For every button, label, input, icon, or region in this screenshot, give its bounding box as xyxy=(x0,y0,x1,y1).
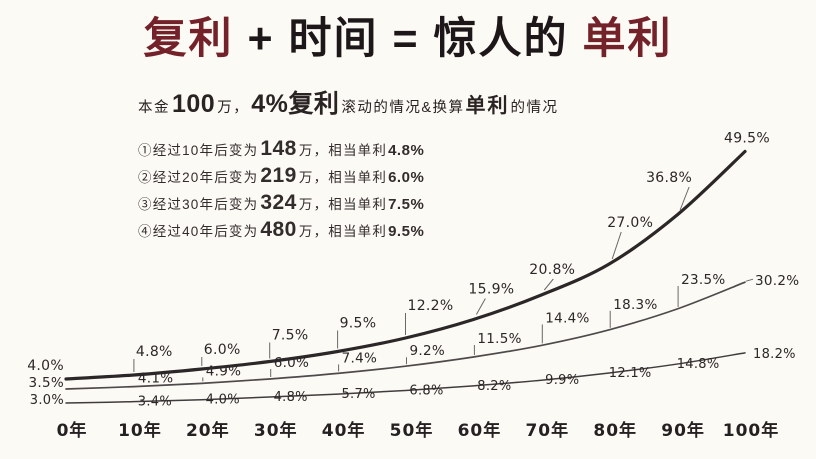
note-amount: 324 xyxy=(260,191,297,214)
data-label-bottom: 14.8% xyxy=(677,357,720,372)
label-leader xyxy=(543,278,554,291)
note-mid: 相当单利 xyxy=(328,224,388,239)
data-label-middle: 30.2% xyxy=(755,273,799,289)
title-segment-shijian: 时间 xyxy=(288,15,379,63)
note-unit: 万， xyxy=(298,143,329,158)
note-line-2: ②经过20年后变为 219 万， 相当单利 6.0% xyxy=(138,164,424,191)
data-label-bottom: 8.2% xyxy=(477,379,511,394)
data-label-middle: 3.5% xyxy=(29,375,65,391)
data-label-top: 49.5% xyxy=(724,131,770,147)
note-rate: 6.0% xyxy=(388,169,425,186)
x-axis-label: 20年 xyxy=(186,420,230,441)
data-label-top: 4.8% xyxy=(136,344,173,360)
note-prefix: ①经过10年后变为 xyxy=(138,143,259,158)
note-mid: 相当单利 xyxy=(328,143,388,158)
data-label-middle: 4.1% xyxy=(138,371,174,387)
curve-top xyxy=(64,149,747,381)
data-label-bottom: 6.8% xyxy=(409,383,443,398)
data-label-middle: 11.5% xyxy=(477,331,521,347)
x-axis-label: 60年 xyxy=(458,420,502,441)
data-label-middle: 23.5% xyxy=(681,272,725,288)
data-label-bottom: 5.7% xyxy=(341,387,375,402)
subtitle-segment: 万， xyxy=(217,100,250,116)
data-label-top: 12.2% xyxy=(408,298,454,314)
note-line-1: ①经过10年后变为 148 万， 相当单利 4.8% xyxy=(138,137,424,164)
data-label-bottom: 12.1% xyxy=(609,366,652,381)
note-line-3: ③经过30年后变为 324 万， 相当单利 7.5% xyxy=(138,191,424,218)
note-mid: 相当单利 xyxy=(328,170,388,185)
curve-bottom xyxy=(65,352,746,404)
data-label-middle: 14.4% xyxy=(545,310,589,326)
page-title: 复利 + 时间 = 惊人的 单利 xyxy=(0,15,816,63)
note-unit: 万， xyxy=(298,197,329,212)
data-label-middle: 18.3% xyxy=(613,297,657,313)
data-label-top: 9.5% xyxy=(340,316,377,332)
data-label-middle: 9.2% xyxy=(410,343,446,359)
data-label-top: 20.8% xyxy=(529,262,575,278)
note-amount: 480 xyxy=(260,218,297,241)
x-axis-label: 10年 xyxy=(118,420,162,441)
chart-subtitle: 本金 100 万， 4%复利 滚动的情况&换算 单利 的情况 xyxy=(138,84,559,120)
subtitle-rate: 4%复利 xyxy=(251,90,340,118)
data-label-bottom: 18.2% xyxy=(753,347,796,362)
data-label-middle: 6.0% xyxy=(274,355,310,371)
data-label-bottom: 3.0% xyxy=(30,393,64,408)
label-leader xyxy=(611,231,622,260)
subtitle-segment: 本金 xyxy=(138,100,170,116)
label-leader xyxy=(679,186,690,211)
note-amount: 219 xyxy=(260,164,297,187)
data-label-bottom: 9.9% xyxy=(545,373,579,388)
x-axis-label: 50年 xyxy=(390,420,434,441)
subtitle-segment: 滚动的情况&换算 xyxy=(341,100,465,116)
title-segment-fuli: 复利 xyxy=(143,15,234,63)
data-label-middle: 4.9% xyxy=(206,363,242,379)
note-prefix: ③经过30年后变为 xyxy=(138,197,259,212)
data-label-top: 27.0% xyxy=(607,215,653,231)
title-segment-plus: + xyxy=(247,15,275,63)
subtitle-principal: 100 xyxy=(172,90,216,118)
notes-block: ①经过10年后变为 148 万， 相当单利 4.8% ②经过20年后变为 219… xyxy=(138,137,424,245)
x-axis-label: 80年 xyxy=(593,420,637,441)
note-line-4: ④经过40年后变为 480 万， 相当单利 9.5% xyxy=(138,218,424,245)
note-rate: 4.8% xyxy=(388,142,425,159)
x-axis-label: 0年 xyxy=(57,420,88,441)
data-label-top: 4.0% xyxy=(27,358,64,374)
note-rate: 7.5% xyxy=(388,196,425,213)
subtitle-danli: 单利 xyxy=(465,95,510,117)
x-axis-label: 40年 xyxy=(322,420,366,441)
title-segment-equals: = xyxy=(392,15,420,63)
title-segment-jingrende: 惊人的 xyxy=(433,15,569,63)
data-label-top: 36.8% xyxy=(646,170,692,186)
x-axis-label: 100年 xyxy=(723,420,780,441)
x-axis-label: 90年 xyxy=(661,420,705,441)
label-leader xyxy=(475,298,486,315)
note-unit: 万， xyxy=(298,224,329,239)
x-axis-label: 70年 xyxy=(525,420,569,441)
label-dash xyxy=(745,278,754,282)
data-label-top: 15.9% xyxy=(468,282,514,298)
data-label-bottom: 3.4% xyxy=(138,395,172,410)
data-label-bottom: 4.8% xyxy=(274,390,308,405)
data-label-bottom: 4.0% xyxy=(206,393,240,408)
note-prefix: ④经过40年后变为 xyxy=(138,224,259,239)
subtitle-segment: 的情况 xyxy=(510,100,559,116)
note-unit: 万， xyxy=(298,170,329,185)
data-label-top: 6.0% xyxy=(204,342,241,358)
data-label-top: 7.5% xyxy=(272,328,309,344)
note-rate: 9.5% xyxy=(388,223,425,240)
curve-middle xyxy=(65,281,746,390)
note-amount: 148 xyxy=(260,137,297,160)
note-prefix: ②经过20年后变为 xyxy=(138,170,259,185)
x-axis-label: 30年 xyxy=(254,420,298,441)
data-label-middle: 7.4% xyxy=(342,350,378,366)
note-mid: 相当单利 xyxy=(328,197,388,212)
title-segment-danli: 单利 xyxy=(582,15,673,63)
